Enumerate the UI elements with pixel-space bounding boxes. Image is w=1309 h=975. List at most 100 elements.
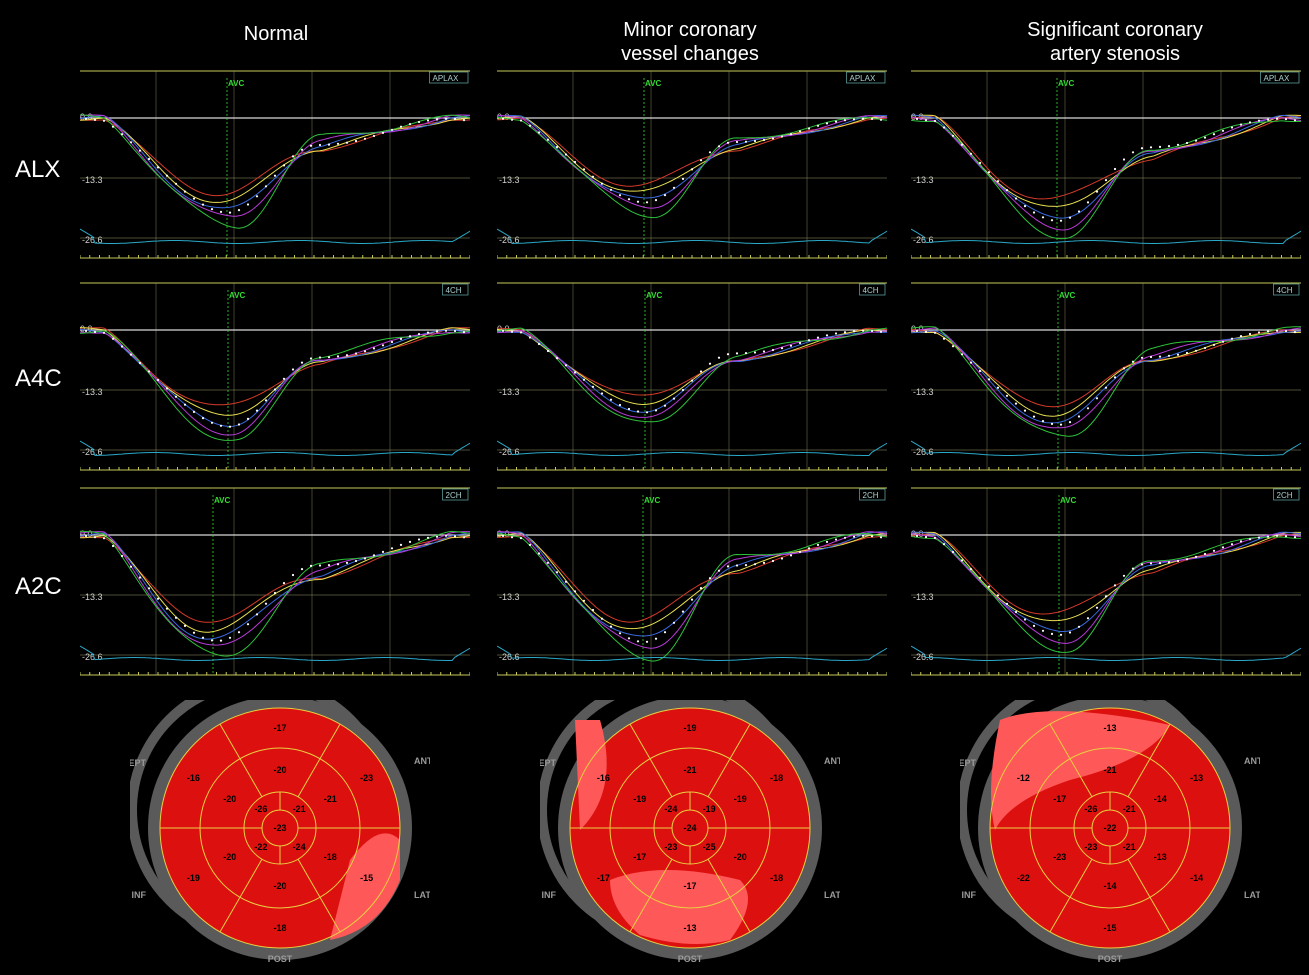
- average-strain-dot: [1068, 216, 1072, 219]
- average-strain-dot: [762, 350, 766, 353]
- average-strain-dot: [699, 370, 703, 373]
- average-strain-dot: [960, 559, 964, 562]
- average-strain-dot: [942, 543, 946, 546]
- average-strain-dot: [426, 536, 430, 539]
- average-strain-dot: [870, 329, 874, 332]
- average-strain-dot: [870, 535, 874, 538]
- average-strain-dot: [1248, 121, 1252, 124]
- average-strain-dot: [1194, 349, 1198, 352]
- average-strain-dot: [201, 636, 205, 639]
- average-strain-dot: [852, 535, 856, 538]
- average-strain-dot: [708, 362, 712, 365]
- segment-strain-curve: [911, 114, 1301, 219]
- average-strain-dot: [246, 623, 250, 626]
- average-strain-dot: [1212, 133, 1216, 136]
- segment-strain-curve: [80, 117, 470, 203]
- average-strain-dot: [834, 120, 838, 123]
- average-strain-dot: [1077, 625, 1081, 628]
- average-strain-dot: [102, 331, 106, 334]
- y-tick-label: -26.6: [82, 652, 103, 662]
- average-strain-dot: [345, 141, 349, 144]
- segment-strain-curve: [80, 328, 470, 428]
- average-strain-dot: [591, 175, 595, 178]
- y-tick-label: 0.0: [80, 324, 93, 334]
- average-strain-dot: [573, 590, 577, 593]
- average-strain-dot: [1023, 409, 1027, 412]
- view-tag: 2CH: [446, 491, 462, 500]
- average-strain-dot: [381, 550, 385, 553]
- y-tick-label: -26.6: [913, 235, 934, 245]
- average-strain-dot: [192, 410, 196, 413]
- average-strain-dot: [510, 118, 514, 121]
- mid-segment-value: -23: [1053, 852, 1066, 862]
- average-strain-dot: [237, 631, 241, 634]
- y-tick-label: -13.3: [499, 175, 520, 185]
- view-tag: 2CH: [1277, 491, 1293, 500]
- segment-boundary: [707, 858, 751, 933]
- average-strain-dot: [1068, 631, 1072, 634]
- basal-segment-value: -19: [187, 873, 200, 883]
- average-strain-dot: [960, 143, 964, 146]
- average-strain-dot: [1077, 210, 1081, 213]
- average-strain-dot: [753, 563, 757, 566]
- mid-segment-value: -21: [1103, 765, 1116, 775]
- average-strain-dot: [399, 125, 403, 128]
- average-strain-dot: [336, 563, 340, 566]
- average-strain-dot: [1041, 420, 1045, 423]
- average-strain-dot: [327, 143, 331, 146]
- mid-segment-value: -18: [324, 852, 337, 862]
- segment-strain-curve: [497, 114, 887, 199]
- segment-boundary: [1127, 858, 1171, 933]
- view-tag: 2CH: [863, 491, 879, 500]
- average-strain-dot: [1275, 329, 1279, 332]
- average-strain-dot: [942, 337, 946, 340]
- average-strain-dot: [1194, 555, 1198, 558]
- average-strain-dot: [564, 153, 568, 156]
- average-strain-dot: [951, 134, 955, 137]
- average-strain-dot: [264, 602, 268, 605]
- average-strain-dot: [564, 364, 568, 367]
- average-strain-dot: [510, 536, 514, 539]
- average-strain-dot: [1032, 624, 1036, 627]
- segment-strain-curve: [80, 114, 470, 229]
- view-tag-box: [429, 71, 469, 84]
- mid-segment-value: -20: [273, 765, 286, 775]
- average-strain-dot: [336, 142, 340, 145]
- average-strain-dot: [93, 118, 97, 121]
- y-tick-label: -13.3: [82, 387, 103, 397]
- average-strain-dot: [1248, 332, 1252, 336]
- bullseye-ring: [558, 696, 822, 960]
- average-strain-dot: [183, 624, 187, 627]
- mid-segment-value: -21: [324, 794, 337, 804]
- basal-segment-value: -22: [1017, 873, 1030, 883]
- average-strain-dot: [978, 369, 982, 373]
- avc-label: AVC: [1059, 291, 1076, 300]
- average-strain-dot: [1284, 329, 1288, 333]
- average-strain-dot: [987, 585, 991, 588]
- average-strain-dot: [93, 536, 97, 539]
- apical-segment-value: -21: [293, 804, 306, 814]
- average-strain-dot: [354, 352, 358, 355]
- average-strain-dot: [1050, 219, 1054, 222]
- average-strain-dot: [933, 331, 937, 334]
- average-strain-dot: [165, 387, 169, 390]
- view-tag-box: [442, 488, 469, 501]
- mid-segment-value: -14: [1154, 794, 1167, 804]
- avc-label: AVC: [646, 291, 663, 300]
- average-strain-dot: [192, 197, 196, 200]
- view-tag: APLAX: [1264, 74, 1290, 83]
- average-strain-dot: [663, 631, 667, 634]
- avc-label: AVC: [229, 291, 246, 300]
- average-strain-dot: [627, 637, 631, 640]
- average-strain-dot: [210, 208, 214, 211]
- average-strain-dot: [987, 171, 991, 174]
- average-strain-dot: [798, 550, 802, 553]
- strain-panel-alx-3: 0.0 -13.3 -26.6 APLAX AVC: [911, 70, 1301, 260]
- average-strain-dot: [84, 329, 88, 332]
- average-strain-dot: [798, 341, 802, 345]
- average-strain-dot: [969, 568, 973, 571]
- average-strain-dot: [102, 537, 106, 540]
- average-strain-dot: [708, 151, 712, 154]
- average-strain-dot: [537, 552, 541, 555]
- basal-segment-value: -18: [770, 873, 783, 883]
